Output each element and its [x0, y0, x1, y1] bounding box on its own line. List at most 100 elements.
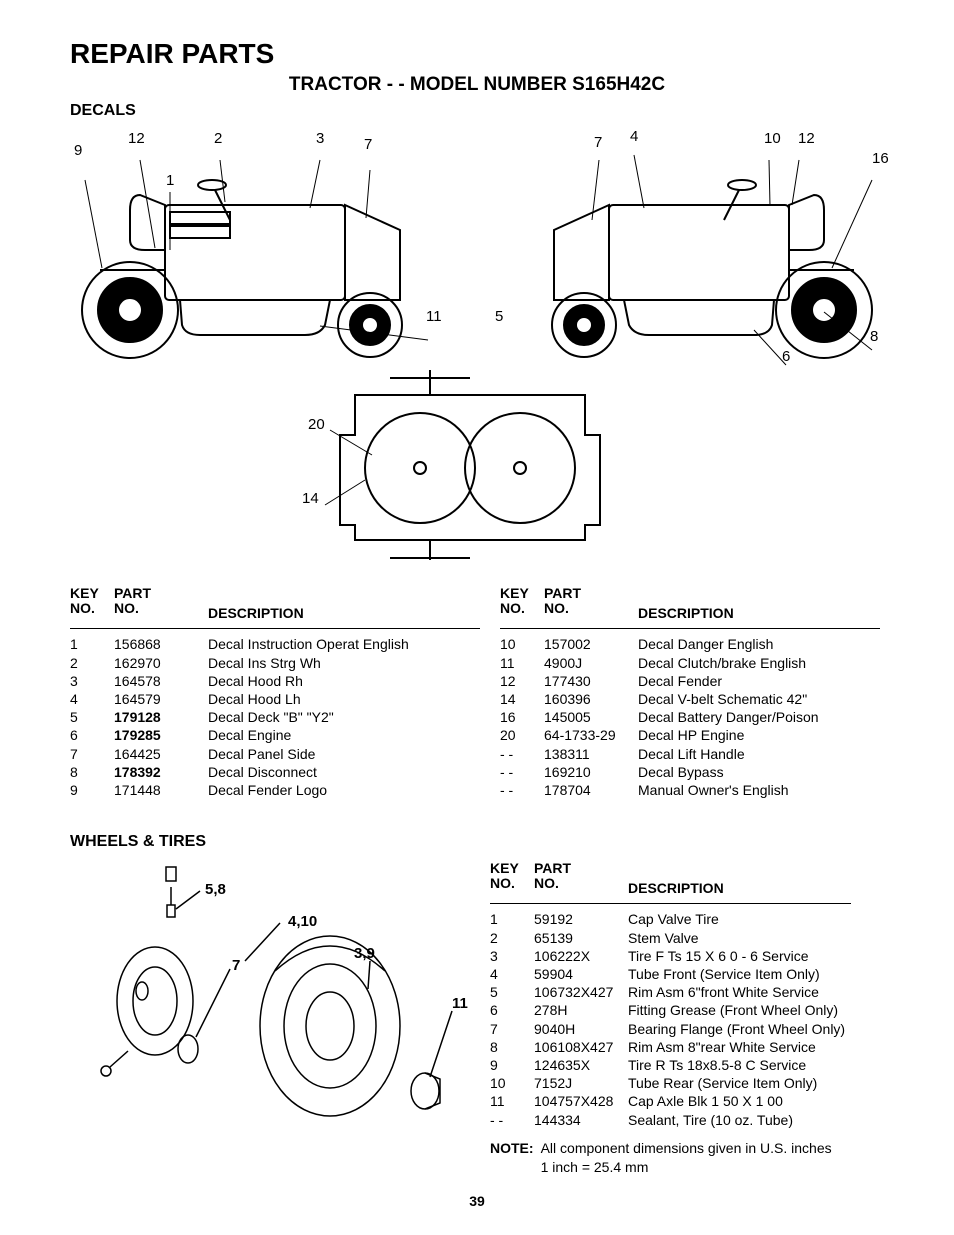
cell-desc: Decal Deck "B" "Y2"	[208, 708, 480, 726]
cell-part: 169210	[544, 763, 638, 781]
cell-part: 106108X427	[534, 1038, 628, 1056]
cell-desc: Fitting Grease (Front Wheel Only)	[628, 1001, 851, 1019]
cell-desc: Tube Front (Service Item Only)	[628, 965, 851, 983]
callout-r16: 16	[872, 150, 889, 167]
cell-desc: Decal Bypass	[638, 763, 880, 781]
table-row: 9171448Decal Fender Logo	[70, 781, 480, 799]
cell-key: 20	[500, 726, 544, 744]
subtitle: TRACTOR - - MODEL NUMBER S165H42C	[70, 74, 884, 96]
cell-key: 7	[70, 745, 114, 763]
th-key1: KEY	[490, 860, 519, 876]
note-label: NOTE:	[490, 1140, 534, 1156]
cell-part: 9040H	[534, 1020, 628, 1038]
callout-7: 7	[364, 136, 372, 153]
cell-key: 5	[490, 983, 534, 1001]
callout-3: 3	[316, 130, 324, 147]
callout-w11: 11	[452, 995, 468, 1012]
decals-table-right: KEYNO. PARTNO. DESCRIPTION 10157002Decal…	[500, 586, 880, 799]
callout-9: 9	[74, 142, 82, 159]
callout-r7: 7	[594, 134, 602, 151]
table-row: 5106732X427Rim Asm 6"front White Service	[490, 983, 851, 1001]
cell-desc: Decal Panel Side	[208, 745, 480, 763]
cell-part: 145005	[544, 708, 638, 726]
table-row: - -138311Decal Lift Handle	[500, 745, 880, 763]
cell-desc: Decal Clutch/brake English	[638, 654, 880, 672]
cell-part: 7152J	[534, 1074, 628, 1092]
cell-key: - -	[500, 745, 544, 763]
table-row: 9124635XTire R Ts 18x8.5-8 C Service	[490, 1056, 851, 1074]
cell-desc: Decal V-belt Schematic 42"	[638, 690, 880, 708]
callout-5: 5	[495, 308, 503, 325]
cell-key: 8	[70, 763, 114, 781]
cell-key: 12	[500, 672, 544, 690]
th-desc: DESCRIPTION	[628, 880, 724, 896]
cell-part: 164578	[114, 672, 208, 690]
cell-part: 179285	[114, 726, 208, 744]
cell-key: 10	[500, 629, 544, 654]
th-key2: NO.	[490, 875, 515, 891]
page-number: 39	[0, 1193, 954, 1209]
main-title: REPAIR PARTS	[70, 38, 884, 70]
cell-key: 4	[490, 965, 534, 983]
cell-key: - -	[490, 1111, 534, 1129]
cell-desc: Decal Hood Lh	[208, 690, 480, 708]
table-row: 10157002Decal Danger English	[500, 629, 880, 654]
callout-w7: 7	[232, 957, 240, 974]
th-key2: NO.	[70, 600, 95, 616]
th-desc: DESCRIPTION	[638, 605, 734, 621]
cell-key: 1	[70, 629, 114, 654]
cell-part: 124635X	[534, 1056, 628, 1074]
table-row: 459904Tube Front (Service Item Only)	[490, 965, 851, 983]
table-row: 107152JTube Rear (Service Item Only)	[490, 1074, 851, 1092]
cell-desc: Cap Valve Tire	[628, 904, 851, 929]
cell-part: 64-1733-29	[544, 726, 638, 744]
tractor-left-icon	[70, 150, 440, 380]
table-row: 79040HBearing Flange (Front Wheel Only)	[490, 1020, 851, 1038]
table-row: 8106108X427Rim Asm 8"rear White Service	[490, 1038, 851, 1056]
cell-desc: Decal Danger English	[638, 629, 880, 654]
callout-12: 12	[128, 130, 145, 147]
table-row: - -178704Manual Owner's English	[500, 781, 880, 799]
cell-part: 178704	[544, 781, 638, 799]
cell-part: 144334	[534, 1111, 628, 1129]
callout-r6: 6	[782, 348, 790, 365]
cell-part: 178392	[114, 763, 208, 781]
callout-r8: 8	[870, 328, 878, 345]
callout-d20: 20	[308, 416, 325, 433]
cell-key: 6	[70, 726, 114, 744]
table-row: 5179128Decal Deck "B" "Y2"	[70, 708, 480, 726]
wheel-icon	[70, 861, 470, 1121]
cell-key: 1	[490, 904, 534, 929]
cell-desc: Sealant, Tire (10 oz. Tube)	[628, 1111, 851, 1129]
decals-tbody-right: 10157002Decal Danger English114900JDecal…	[500, 629, 880, 799]
callout-d14: 14	[302, 490, 319, 507]
table-row: 3106222XTire F Ts 15 X 6 0 - 6 Service	[490, 947, 851, 965]
cell-desc: Decal Ins Strg Wh	[208, 654, 480, 672]
cell-part: 104757X428	[534, 1092, 628, 1110]
th-part2: NO.	[534, 875, 559, 891]
table-row: 3164578Decal Hood Rh	[70, 672, 480, 690]
table-row: 6179285Decal Engine	[70, 726, 480, 744]
table-row: 12177430Decal Fender	[500, 672, 880, 690]
cell-desc: Decal Instruction Operat English	[208, 629, 480, 654]
table-row: 14160396Decal V-belt Schematic 42"	[500, 690, 880, 708]
cell-part: 160396	[544, 690, 638, 708]
cell-key: 6	[490, 1001, 534, 1019]
cell-part: 177430	[544, 672, 638, 690]
cell-key: 8	[490, 1038, 534, 1056]
cell-key: 10	[490, 1074, 534, 1092]
callout-w39: 3,9	[354, 945, 375, 962]
cell-desc: Decal Lift Handle	[638, 745, 880, 763]
cell-desc: Bearing Flange (Front Wheel Only)	[628, 1020, 851, 1038]
section-title-decals: DECALS	[70, 102, 884, 120]
th-desc: DESCRIPTION	[208, 605, 304, 621]
callout-r12: 12	[798, 130, 815, 147]
cell-key: 16	[500, 708, 544, 726]
cell-desc: Tire F Ts 15 X 6 0 - 6 Service	[628, 947, 851, 965]
table-row: 114900JDecal Clutch/brake English	[500, 654, 880, 672]
note-text2: 1 inch = 25.4 mm	[541, 1159, 649, 1175]
cell-key: 4	[70, 690, 114, 708]
cell-key: 5	[70, 708, 114, 726]
th-part1: PART	[114, 585, 151, 601]
cell-desc: Decal Fender	[638, 672, 880, 690]
